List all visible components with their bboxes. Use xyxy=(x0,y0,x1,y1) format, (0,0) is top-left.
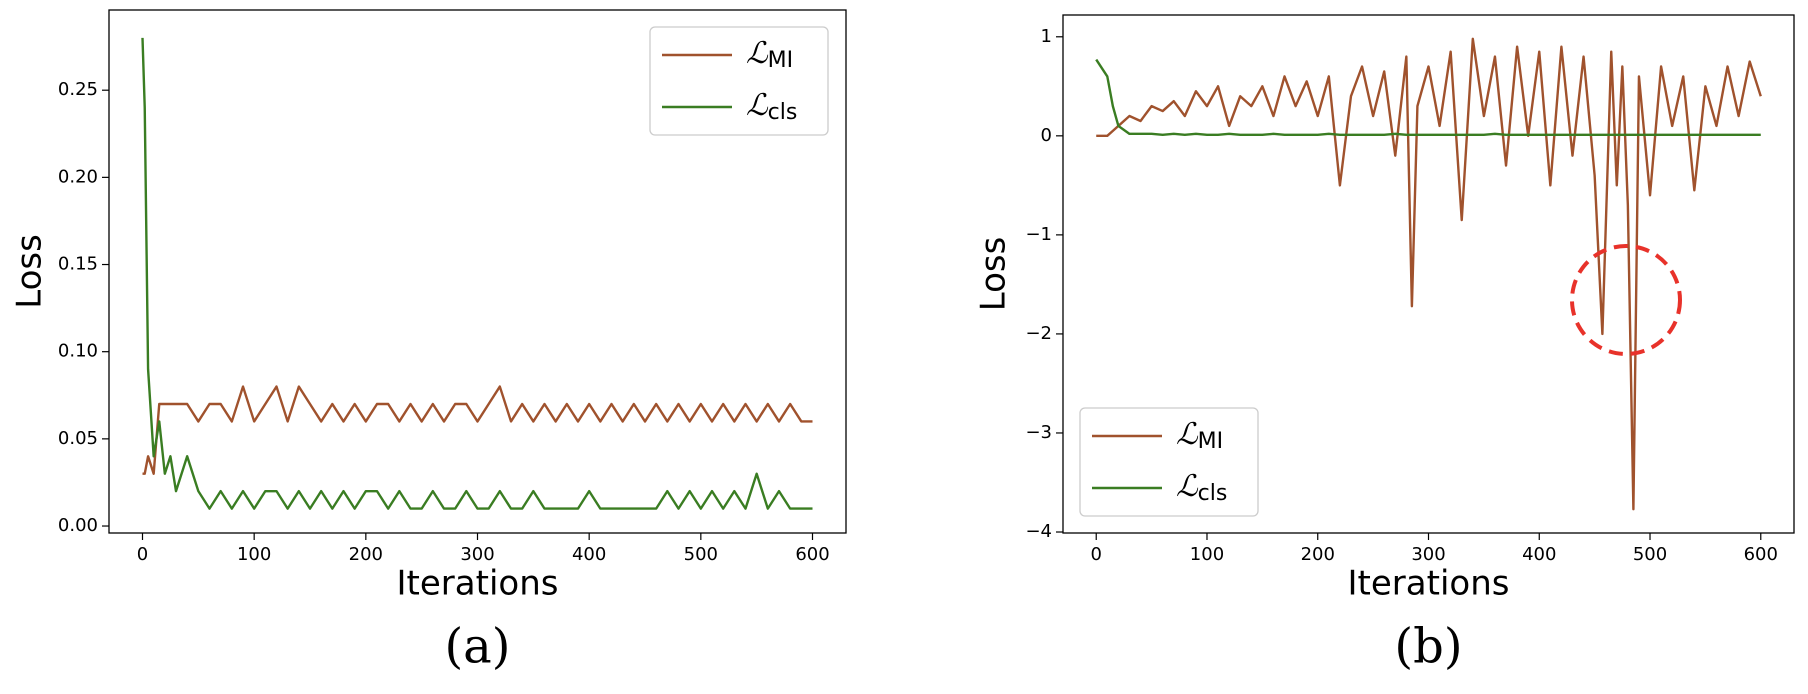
y-tick-label: 0 xyxy=(1041,125,1052,146)
x-axis-label: Iterations xyxy=(1348,564,1510,604)
y-tick-label: 1 xyxy=(1041,26,1052,47)
x-tick-label: 100 xyxy=(1190,544,1224,565)
y-tick-label: 0.25 xyxy=(58,79,98,100)
legend-label: ℒMI xyxy=(1176,417,1223,454)
y-axis-label: Loss xyxy=(10,234,50,309)
y-tick-label: 0.05 xyxy=(58,428,98,449)
legend-label: ℒcls xyxy=(746,88,797,125)
x-tick-label: 600 xyxy=(1744,544,1778,565)
x-tick-label: 400 xyxy=(1522,544,1556,565)
x-tick-label: 0 xyxy=(137,544,148,565)
y-tick-label: −4 xyxy=(1025,521,1052,542)
series-line xyxy=(1095,58,1761,137)
x-tick-label: 100 xyxy=(237,544,271,565)
y-tick-label: −2 xyxy=(1025,323,1052,344)
x-tick-label: 200 xyxy=(349,544,383,565)
series-line xyxy=(141,37,813,510)
highlight-circle xyxy=(1570,244,1682,356)
y-tick-label: 0.20 xyxy=(58,166,98,187)
legend-box xyxy=(649,26,829,136)
plot-frame xyxy=(1062,14,1795,534)
x-tick-label: 300 xyxy=(460,544,494,565)
x-tick-label: 500 xyxy=(1633,544,1667,565)
y-tick-label: −3 xyxy=(1025,422,1052,443)
y-tick-label: 0.10 xyxy=(58,341,98,362)
y-tick-label: −1 xyxy=(1025,224,1052,245)
legend-box xyxy=(1079,407,1259,517)
x-tick-label: 500 xyxy=(684,544,718,565)
legend-label: ℒcls xyxy=(1176,469,1227,506)
x-tick-label: 0 xyxy=(1091,544,1102,565)
y-tick-label: 0.00 xyxy=(58,515,98,536)
series-line xyxy=(142,385,813,475)
x-axis-label: Iterations xyxy=(397,564,559,604)
x-tick-label: 600 xyxy=(795,544,829,565)
y-tick-label: 0.15 xyxy=(58,254,98,275)
x-tick-label: 300 xyxy=(1411,544,1445,565)
x-tick-label: 200 xyxy=(1301,544,1335,565)
plot-frame xyxy=(108,9,847,534)
series-line xyxy=(1096,37,1762,511)
panel-label: (b) xyxy=(1394,619,1462,675)
x-tick-label: 400 xyxy=(572,544,606,565)
y-axis-label: Loss xyxy=(974,237,1014,312)
legend-label: ℒMI xyxy=(746,36,793,73)
panel-label: (a) xyxy=(444,619,510,675)
